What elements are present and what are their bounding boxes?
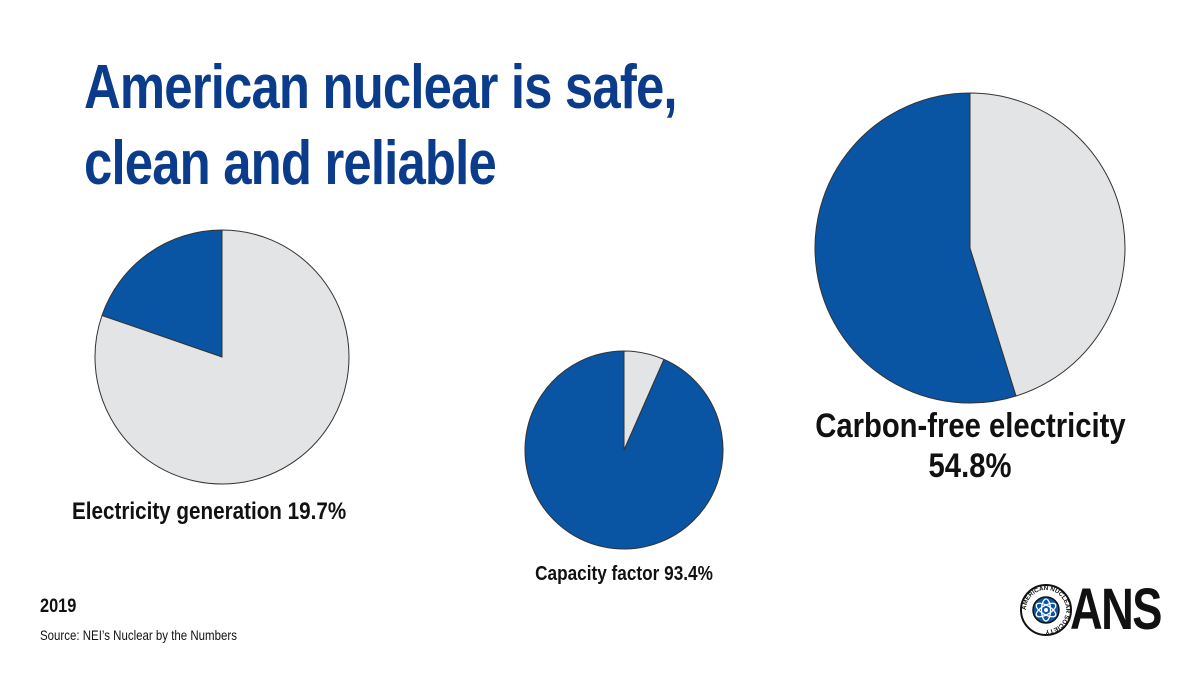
title-line-1: American nuclear is safe, xyxy=(84,53,678,122)
pie-label-carbon-free-electricity: Carbon-free electricity 54.8% xyxy=(815,406,1125,486)
pie-carbon-free-electricity xyxy=(814,92,1126,404)
pie-label-electricity-generation: Electricity generation 19.7% xyxy=(72,498,347,525)
title-line-2: clean and reliable xyxy=(84,129,497,198)
pie-label-capacity-factor: Capacity factor 93.4% xyxy=(535,563,713,585)
pie-0-slice-1 xyxy=(94,229,350,485)
pie-capacity-factor xyxy=(524,350,724,550)
pie-label-carbon-free-title: Carbon-free electricity xyxy=(815,407,1126,445)
page-title: American nuclear is safe, clean and reli… xyxy=(84,50,678,202)
pie-electricity-generation xyxy=(94,229,350,485)
ans-logo: AMERICAN NUCLEAR SOCIETY ANS xyxy=(1020,577,1162,642)
pie-0-slice-0 xyxy=(101,229,223,358)
pie-label-carbon-free-value: 54.8% xyxy=(928,447,1012,485)
pie-1-slice-1 xyxy=(623,350,665,451)
year-label: 2019 xyxy=(40,596,77,617)
ans-logo-text: ANS xyxy=(1070,577,1162,642)
source-note: Source: NEI’s Nuclear by the Numbers xyxy=(40,627,237,643)
pie-2-slice-1 xyxy=(969,92,1126,397)
pie-2-slice-0 xyxy=(814,92,1017,404)
ans-seal-icon: AMERICAN NUCLEAR SOCIETY xyxy=(1020,584,1072,636)
